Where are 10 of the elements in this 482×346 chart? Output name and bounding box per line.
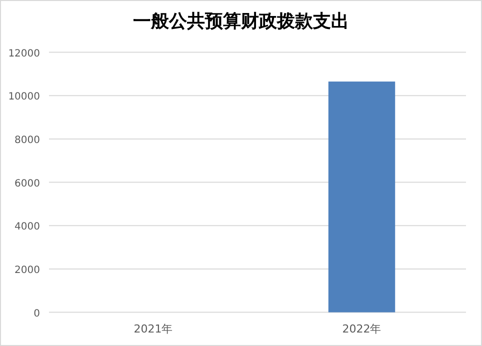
- x-tick-label: 2022年: [342, 322, 382, 336]
- y-tick-label: 10000: [8, 92, 40, 103]
- x-tick-label: 2021年: [134, 322, 173, 336]
- y-tick-label: 8000: [14, 134, 40, 146]
- y-tick-label: 2000: [14, 264, 40, 276]
- y-tick-label: 6000: [14, 178, 40, 190]
- y-tick-label: 0: [34, 308, 40, 320]
- y-tick-label: 12000: [8, 48, 40, 60]
- chart-title: 一般公共预算财政拨款支出: [133, 11, 349, 32]
- y-tick-label: 4000: [14, 222, 40, 233]
